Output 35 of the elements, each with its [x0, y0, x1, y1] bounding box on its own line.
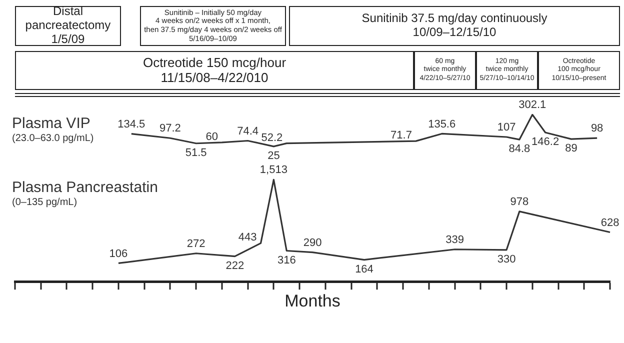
annotation: (0–135 pg/mL) [12, 197, 78, 208]
text: Plasma Pancreastatin [12, 179, 158, 196]
data-label: 97.2 [160, 122, 181, 135]
text: Octreotide 150 mcg/hour 11/15/08–4/22/010 [142, 54, 286, 86]
data-label: 52.2 [261, 132, 283, 144]
data-label: 135.6 [428, 118, 456, 130]
data-label: 302.1 [518, 99, 546, 112]
text: Plasma VIP [12, 115, 90, 132]
data-label: 84.8 [508, 143, 530, 156]
data-label: 316 [277, 254, 296, 266]
data-label: 98 [590, 122, 604, 135]
data-label: 1,513 [260, 164, 288, 176]
data-label: 74.4 [237, 125, 259, 138]
x-axis-title: Months [284, 291, 340, 310]
data-label: 89 [565, 142, 578, 155]
data-label: 443 [238, 232, 257, 244]
text: Distal pancreatectomy 1/5/09 [25, 4, 111, 47]
annotation: (23.0–63.0 pg/mL) [12, 133, 94, 144]
text: Sunitinib 37.5 mg/day continuously 10/09–12/15/10 [362, 11, 548, 40]
data-label: 628 [600, 216, 620, 229]
data-label: 134.5 [118, 118, 146, 130]
data-label: 51.5 [185, 146, 207, 159]
data-label: 330 [497, 253, 516, 266]
data-label: 71.7 [390, 130, 412, 142]
data-label: 222 [226, 260, 244, 272]
data-label: 107 [497, 122, 516, 134]
data-label: 164 [355, 263, 374, 276]
data-label: 290 [303, 236, 322, 249]
data-label: 106 [109, 248, 128, 260]
data-label: 25 [268, 150, 280, 162]
data-label: 978 [510, 196, 529, 208]
data-label: 339 [446, 234, 464, 246]
data-label: 272 [186, 238, 206, 250]
data-label: 146.2 [532, 136, 560, 148]
data-label: 60 [206, 130, 218, 143]
